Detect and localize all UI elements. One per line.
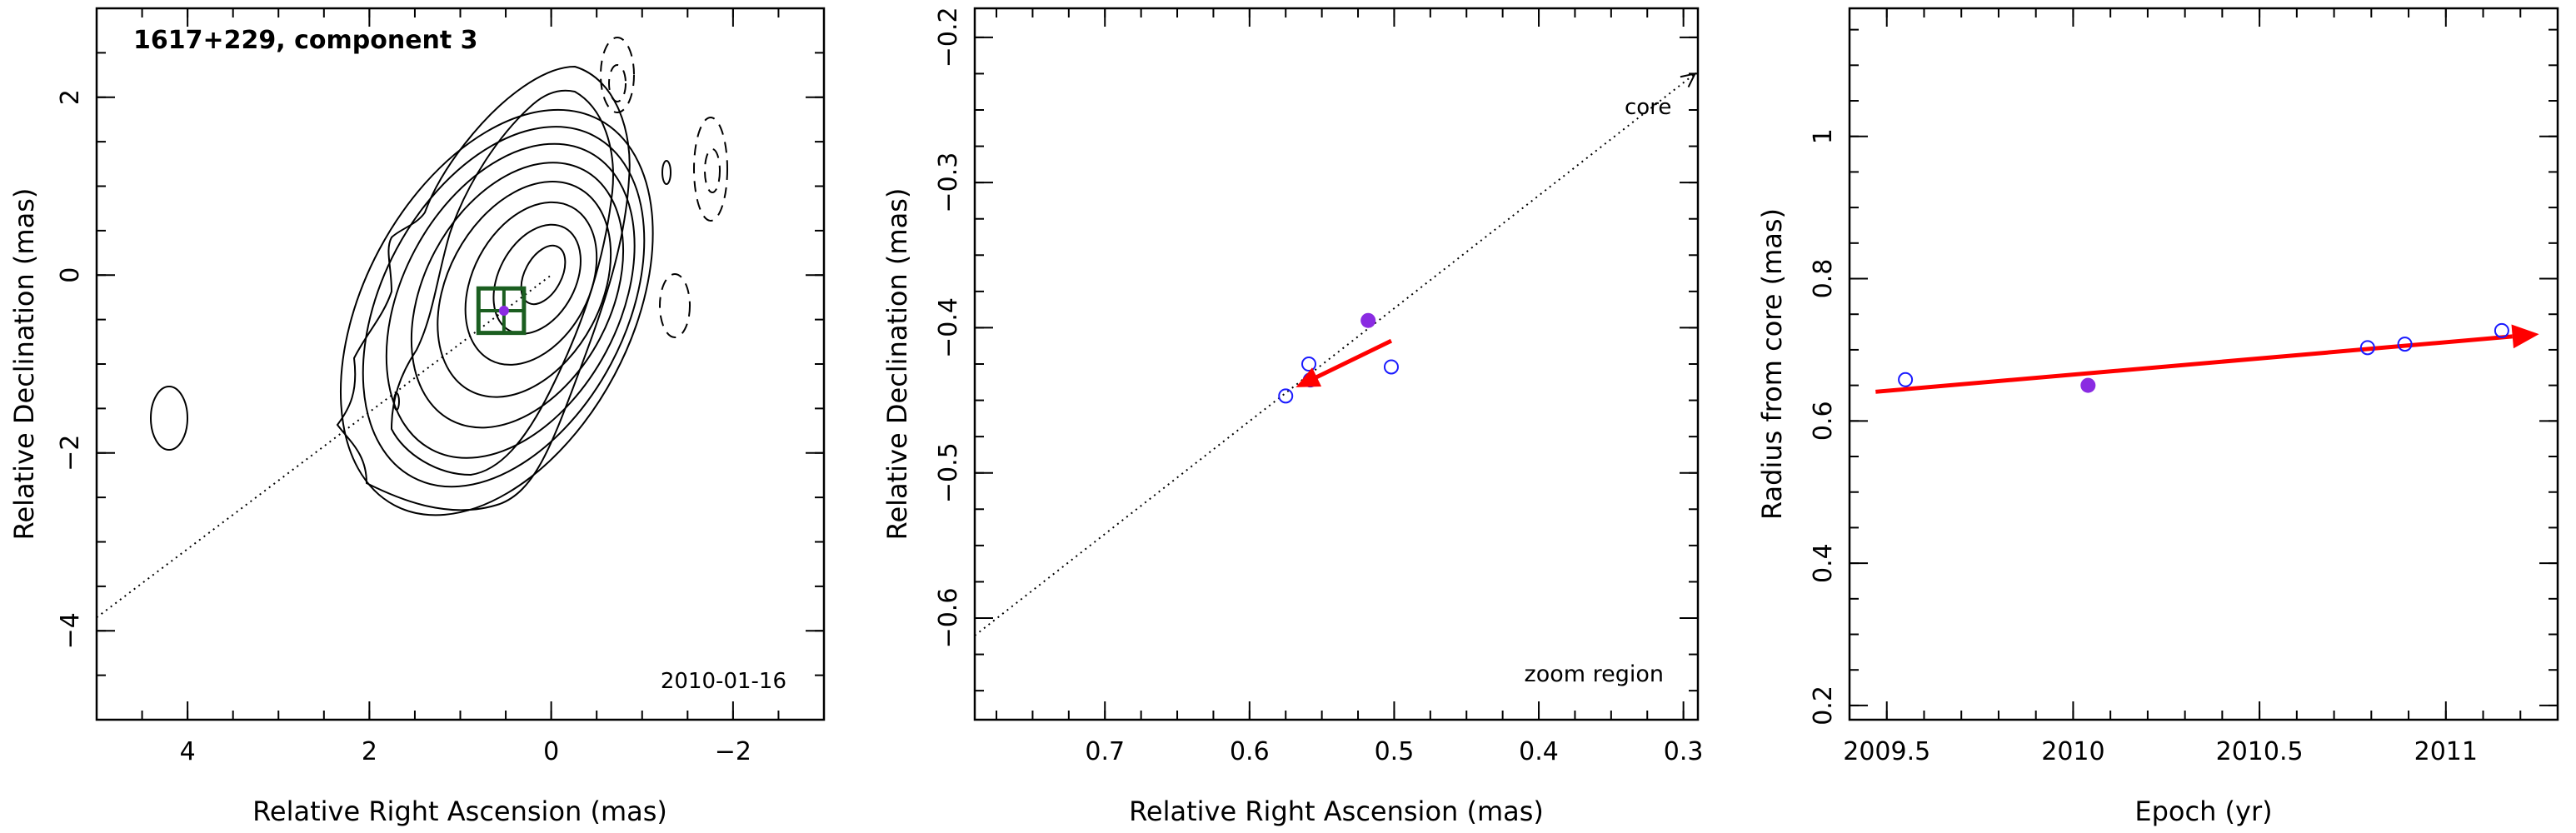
x-tick-label: 2009.5 xyxy=(1843,737,1930,766)
isolated-contour-left xyxy=(150,386,188,451)
y-tick-label: 0.2 xyxy=(1809,686,1838,726)
open-data-point xyxy=(1301,357,1317,372)
radius-plot-marks xyxy=(1875,322,2539,394)
x-tick-label: 0.5 xyxy=(1375,737,1415,766)
y-tick-label: −2 xyxy=(56,435,85,471)
x-tick-label: 0.7 xyxy=(1085,737,1125,766)
x-tick-label: 0 xyxy=(543,737,559,766)
x-tick-label: 0.6 xyxy=(1230,737,1270,766)
open-data-point xyxy=(1278,388,1294,404)
fit-arrow-head xyxy=(2511,324,2539,349)
panel-contour-map: 4 2 0 −2 2 0 −2 −4 1617+229, component 3 2010-0… xyxy=(8,7,826,827)
zoom-plot-marks xyxy=(974,72,1697,636)
x-axis-label-panel-2: Relative Right Ascension (mas) xyxy=(1129,796,1544,827)
x-tick-label: 2010 xyxy=(2041,737,2104,766)
x-tick-label: 4 xyxy=(180,737,196,766)
contour-map xyxy=(150,37,728,516)
y-axis-label-panel-3: Radius from core (mas) xyxy=(1756,208,1788,520)
inner-shoulder-contour xyxy=(390,89,614,476)
outer-contour xyxy=(336,65,631,511)
negative-contour-1-inner xyxy=(608,64,627,102)
x-tick-label: 2011 xyxy=(2414,737,2478,766)
map-date: 2010-01-16 xyxy=(661,669,786,694)
isolated-contour-small xyxy=(393,392,400,411)
x-tick-label: 2 xyxy=(362,737,377,766)
open-data-point xyxy=(1898,372,1914,387)
core-direction-line xyxy=(96,274,552,619)
x-tick-label: −2 xyxy=(715,737,751,766)
zoom-region-annotation: zoom region xyxy=(1525,661,1664,687)
y-axis-label-panel-2: Relative Declination (mas) xyxy=(881,188,913,541)
y-tick-label: 0.8 xyxy=(1809,259,1838,299)
panel-zoom-region: 0.7 0.6 0.5 0.4 0.3 −0.2 −0.3 −0.4 −0.5 −0.6 core… xyxy=(881,7,1703,827)
map-overlay xyxy=(96,274,552,619)
y-tick-label: 2 xyxy=(56,89,85,105)
y-tick-label: −4 xyxy=(56,612,85,649)
positive-contours xyxy=(339,108,654,516)
y-tick-label: 1 xyxy=(1809,128,1838,144)
x-tick-label: 0.3 xyxy=(1664,737,1704,766)
negative-contour-2-inner xyxy=(704,148,721,193)
core-direction-line xyxy=(974,72,1696,636)
axes-panel-1: 4 2 0 −2 2 0 −2 −4 xyxy=(56,7,825,766)
plot-frame-panel-3 xyxy=(1848,7,2559,721)
open-data-point xyxy=(2494,322,2509,338)
x-axis-label-panel-1: Relative Right Ascension (mas) xyxy=(252,796,667,827)
axes-panel-2: 0.7 0.6 0.5 0.4 0.3 −0.2 −0.3 −0.4 −0.5 −0.6 xyxy=(934,7,1703,766)
negative-contour-1 xyxy=(600,37,635,113)
y-tick-label: −0.2 xyxy=(934,7,963,67)
filled-data-point xyxy=(1360,312,1376,328)
axes-panel-3: 2009.5 2010 2010.5 2011 0.2 0.4 0.6 0.8 1 xyxy=(1809,8,2559,766)
y-tick-label: 0.4 xyxy=(1809,543,1838,583)
motion-arrow-head xyxy=(1295,367,1322,387)
isolated-contour-right xyxy=(661,160,671,185)
plot-frame-panel-1 xyxy=(95,7,826,721)
y-axis-label-panel-1: Relative Declination (mas) xyxy=(8,188,40,541)
core-annotation: core xyxy=(1625,95,1671,120)
y-tick-label: −0.6 xyxy=(934,588,963,649)
x-tick-label: 2010.5 xyxy=(2216,737,2304,766)
plot-frame-panel-2 xyxy=(973,7,1700,721)
open-data-point xyxy=(2359,340,2375,356)
y-tick-label: −0.4 xyxy=(934,297,963,358)
fit-arrow-shaft xyxy=(1875,334,2513,394)
x-tick-label: 0.4 xyxy=(1519,737,1559,766)
motion-arrow-shaft xyxy=(1315,338,1393,379)
x-axis-label-panel-3: Epoch (yr) xyxy=(2134,796,2272,827)
y-tick-label: −0.5 xyxy=(934,442,963,503)
panel-radius-vs-epoch: 2009.5 2010 2010.5 2011 0.2 0.4 0.6 0.8 1 Epoch … xyxy=(1756,7,2559,827)
negative-contour-3 xyxy=(659,273,691,338)
filled-data-point xyxy=(2080,377,2096,393)
negative-contour-2 xyxy=(693,117,728,222)
open-data-point xyxy=(2397,337,2413,352)
y-tick-label: 0.6 xyxy=(1809,401,1838,441)
y-tick-label: −0.3 xyxy=(934,152,963,213)
y-tick-label: 0 xyxy=(56,267,85,283)
open-data-point xyxy=(1383,359,1399,375)
component-marker xyxy=(498,305,509,316)
map-title: 1617+229, component 3 xyxy=(133,26,478,55)
